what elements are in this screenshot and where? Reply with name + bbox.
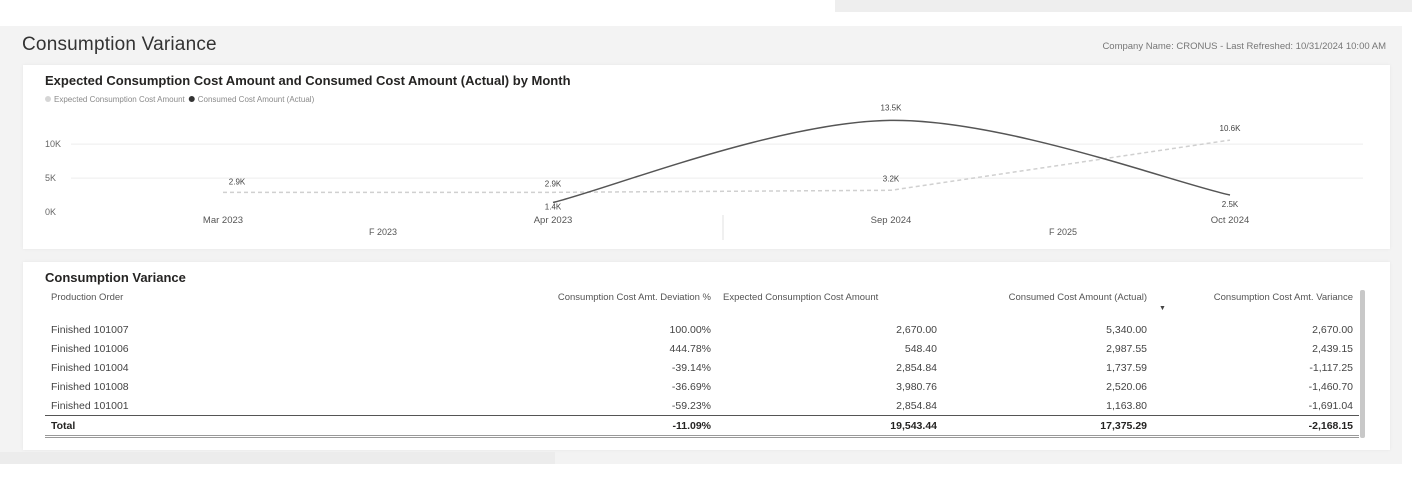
x-tick-label: Apr 2023 xyxy=(534,215,573,226)
table-row[interactable]: Finished 101006 444.78% 548.40 2,987.55 2,43… xyxy=(45,339,1359,358)
cell-consumed[interactable]: 2,520.06 xyxy=(1106,380,1147,393)
cell-consumed[interactable]: 5,340.00 xyxy=(1106,323,1147,336)
table-scrollbar[interactable] xyxy=(1360,290,1365,438)
bottom-background-strip xyxy=(0,452,555,464)
cell-variance[interactable]: -2,168.15 xyxy=(1153,415,1359,438)
chart-card[interactable]: Expected Consumption Cost Amount and Con… xyxy=(23,65,1390,249)
cell-consumed[interactable]: 2,987.55 xyxy=(1106,342,1147,355)
y-tick-label: 10K xyxy=(45,139,61,149)
expected-data-label: 2.9K xyxy=(545,179,562,188)
page-title: Consumption Variance xyxy=(22,34,217,55)
last-refreshed-text: Company Name: CRONUS - Last Refreshed: 1… xyxy=(1102,41,1386,52)
legend-marker-1 xyxy=(45,96,51,102)
table-total-row[interactable]: Total -11.09% 19,543.44 17,375.29 -2,168.15 xyxy=(45,415,1359,438)
table-title: Consumption Variance xyxy=(45,270,186,285)
sort-descending-icon[interactable]: ▼ xyxy=(1159,305,1166,312)
column-header-label: Expected Consumption Cost Amount xyxy=(723,292,879,303)
x-group-label: F 2023 xyxy=(369,227,397,237)
table-row[interactable]: Finished 101004 -39.14% 2,854.84 1,737.59 -1… xyxy=(45,358,1359,377)
column-header-label: Consumed Cost Amount (Actual) xyxy=(1008,292,1147,303)
cell-variance[interactable]: -1,117.25 xyxy=(1309,361,1353,374)
cell-consumed[interactable]: 1,737.59 xyxy=(1106,361,1147,374)
column-header-label: Consumption Cost Amt. Deviation % xyxy=(557,292,711,303)
cell-production-order[interactable]: Finished 101004 xyxy=(51,361,129,374)
cell-deviation[interactable]: -39.14% xyxy=(671,361,711,374)
top-background-strip xyxy=(835,0,1412,12)
cell-deviation[interactable]: 444.78% xyxy=(669,342,711,355)
cell-consumed[interactable]: 1,163.80 xyxy=(1106,399,1147,412)
expected-series-line xyxy=(223,139,1231,194)
column-header-variance[interactable]: Consumption Cost Amt. Variance ▼ xyxy=(1153,288,1359,320)
cell-expected[interactable]: 548.40 xyxy=(904,342,937,355)
x-tick-label: Sep 2024 xyxy=(871,215,912,226)
actual-data-label: 13.5K xyxy=(881,103,903,112)
cell-deviation[interactable]: 100.00% xyxy=(669,323,711,336)
cell-expected[interactable]: 2,854.84 xyxy=(896,399,937,412)
table-card[interactable]: Consumption Variance Production Order Co… xyxy=(23,262,1390,450)
cell-variance[interactable]: -1,460.70 xyxy=(1308,380,1353,393)
consumption-variance-table[interactable]: Production Order Consumption Cost Amt. D… xyxy=(45,288,1359,438)
expected-data-label: 2.9K xyxy=(229,177,246,186)
actual-data-label: 2.5K xyxy=(1222,200,1239,209)
cell-production-order[interactable]: Finished 101008 xyxy=(51,380,129,393)
report-page: Consumption Variance Company Name: CRONU… xyxy=(0,26,1402,464)
column-header-label: Production Order xyxy=(51,292,124,303)
line-chart[interactable]: Expected Consumption Cost Amount Consumed… xyxy=(23,65,1390,249)
cell-variance[interactable]: 2,670.00 xyxy=(1312,323,1353,336)
legend-label-1: Expected Consumption Cost Amount xyxy=(54,95,186,104)
x-tick-label: Mar 2023 xyxy=(203,215,243,226)
cell-production-order[interactable]: Finished 101006 xyxy=(51,342,129,355)
column-header-deviation[interactable]: Consumption Cost Amt. Deviation % xyxy=(475,288,717,320)
cell-production-order[interactable]: Total xyxy=(45,415,475,438)
cell-consumed[interactable]: 17,375.29 xyxy=(943,415,1153,438)
cell-deviation[interactable]: -11.09% xyxy=(475,415,717,438)
table-row[interactable]: Finished 101008 -36.69% 3,980.76 2,520.06 -1… xyxy=(45,377,1359,396)
y-tick-label: 0K xyxy=(45,207,56,217)
expected-data-label: 10.6K xyxy=(1220,124,1242,133)
chart-title: Expected Consumption Cost Amount and Con… xyxy=(45,73,571,88)
cell-expected[interactable]: 3,980.76 xyxy=(896,380,937,393)
table-header-row: Production Order Consumption Cost Amt. D… xyxy=(45,288,1359,320)
table-row[interactable]: Finished 101007 100.00% 2,670.00 5,340.00 2,… xyxy=(45,320,1359,339)
y-tick-label: 5K xyxy=(45,173,56,183)
expected-data-label: 3.2K xyxy=(883,174,900,183)
column-header-consumed[interactable]: Consumed Cost Amount (Actual) xyxy=(943,288,1153,320)
x-group-label: F 2025 xyxy=(1049,227,1077,237)
cell-production-order[interactable]: Finished 101001 xyxy=(51,399,129,412)
cell-expected[interactable]: 2,670.00 xyxy=(896,323,937,336)
table-row[interactable]: Finished 101001 -59.23% 2,854.84 1,163.80 -1… xyxy=(45,396,1359,416)
column-header-expected[interactable]: Expected Consumption Cost Amount xyxy=(717,288,943,320)
x-tick-label: Oct 2024 xyxy=(1211,215,1250,226)
cell-variance[interactable]: -1,691.04 xyxy=(1308,399,1353,412)
actual-data-label: 1.4K xyxy=(545,203,562,212)
column-header-production-order[interactable]: Production Order xyxy=(45,288,475,320)
cell-variance[interactable]: 2,439.15 xyxy=(1312,342,1353,355)
column-header-label: Consumption Cost Amt. Variance xyxy=(1213,292,1353,303)
actual-series-line xyxy=(552,119,1231,204)
cell-deviation[interactable]: -36.69% xyxy=(671,380,711,393)
cell-expected[interactable]: 2,854.84 xyxy=(896,361,937,374)
cell-deviation[interactable]: -59.23% xyxy=(671,399,711,412)
cell-expected[interactable]: 19,543.44 xyxy=(717,415,943,438)
cell-production-order[interactable]: Finished 101007 xyxy=(51,323,129,336)
legend-marker-2 xyxy=(188,96,195,102)
legend-label-2: Consumed Cost Amount (Actual) xyxy=(198,95,315,104)
